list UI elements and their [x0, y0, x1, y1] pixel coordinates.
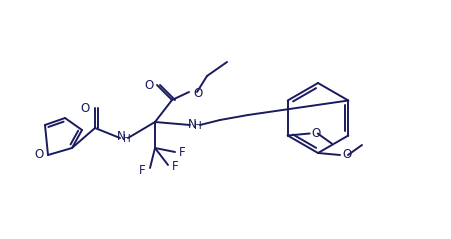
Text: O: O — [193, 87, 202, 99]
Text: H: H — [123, 134, 131, 144]
Text: O: O — [35, 148, 44, 162]
Text: F: F — [139, 163, 146, 176]
Text: O: O — [144, 78, 154, 92]
Text: N: N — [187, 118, 196, 130]
Text: N: N — [116, 130, 125, 143]
Text: F: F — [172, 161, 178, 174]
Text: O: O — [81, 102, 90, 114]
Text: F: F — [179, 146, 185, 158]
Text: O: O — [311, 127, 320, 140]
Text: O: O — [341, 148, 350, 162]
Text: H: H — [193, 121, 202, 131]
